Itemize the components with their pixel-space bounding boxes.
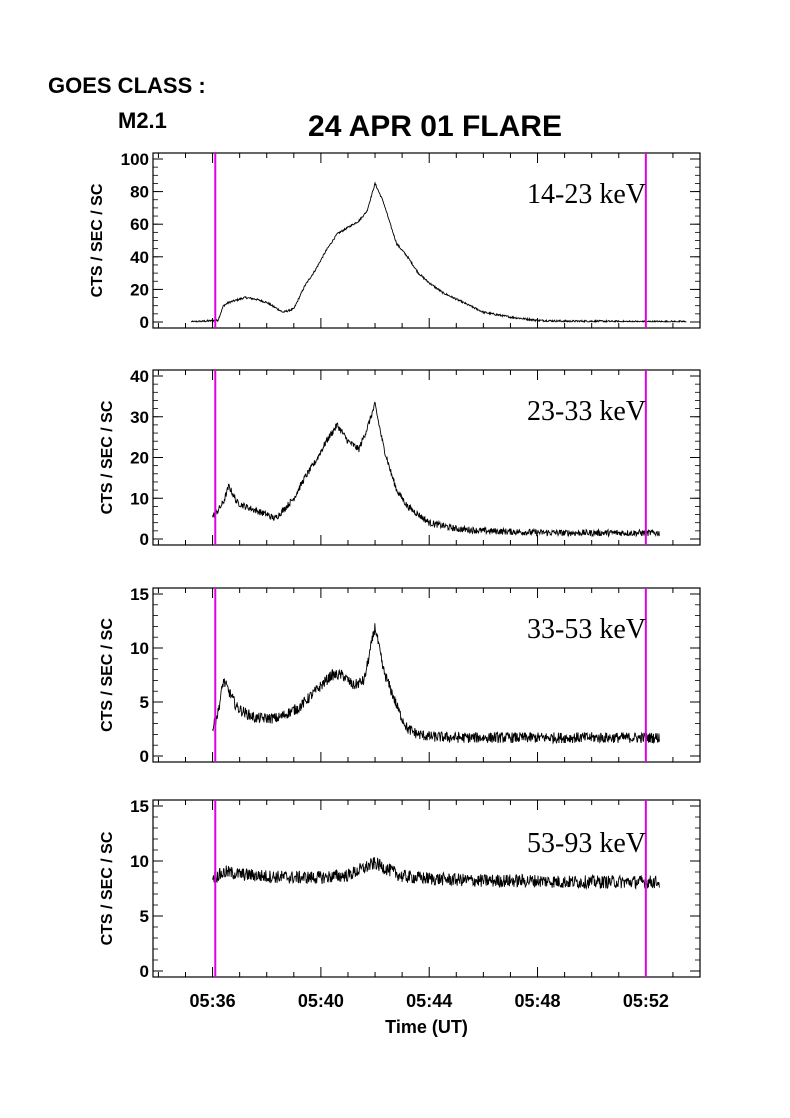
y-tick-label: 5 <box>140 693 149 712</box>
y-tick-label: 10 <box>130 852 149 871</box>
y-tick-label: 5 <box>140 907 149 926</box>
x-tick-label: 05:52 <box>623 991 669 1011</box>
y-axis-label: CTS / SEC / SC <box>89 183 106 297</box>
y-tick-label: 40 <box>130 367 149 386</box>
series-line <box>212 401 660 538</box>
y-tick-label: 80 <box>130 183 149 202</box>
y-tick-label: 0 <box>140 313 149 332</box>
x-tick-label: 05:36 <box>190 991 236 1011</box>
goes-class-label: GOES CLASS : <box>48 73 206 98</box>
energy-band-label: 14-23 keV <box>527 179 646 210</box>
y-axis-label: CTS / SEC / SC <box>99 831 116 945</box>
x-tick-label: 05:48 <box>515 991 561 1011</box>
panel-frame <box>152 587 701 763</box>
y-axis-label: CTS / SEC / SC <box>99 400 116 514</box>
y-tick-label: 20 <box>130 280 149 299</box>
y-tick-label: 15 <box>130 797 149 816</box>
y-tick-label: 10 <box>130 639 149 658</box>
series-line <box>190 181 687 324</box>
panel-frame <box>152 799 701 978</box>
series-line <box>212 623 660 745</box>
y-tick-label: 10 <box>130 489 149 508</box>
y-tick-label: 0 <box>140 747 149 766</box>
y-tick-label: 60 <box>130 215 149 234</box>
series-line <box>212 857 660 891</box>
x-tick-label: 05:40 <box>298 991 344 1011</box>
energy-band-label: 33-53 keV <box>527 614 646 645</box>
x-axis-label: Time (UT) <box>385 1017 468 1037</box>
y-tick-label: 0 <box>140 962 149 981</box>
y-tick-label: 20 <box>130 449 149 468</box>
x-tick-label: 05:44 <box>406 991 452 1011</box>
energy-band-label: 53-93 keV <box>527 828 646 859</box>
y-tick-label: 15 <box>130 585 149 604</box>
goes-class-value: M2.1 <box>118 108 167 133</box>
y-axis-label: CTS / SEC / SC <box>99 618 116 732</box>
energy-band-label: 23-33 keV <box>527 396 646 427</box>
y-tick-label: 30 <box>130 408 149 427</box>
y-tick-label: 100 <box>121 150 149 169</box>
y-tick-label: 0 <box>140 530 149 549</box>
y-tick-label: 40 <box>130 248 149 267</box>
chart-title: 24 APR 01 FLARE <box>308 110 562 143</box>
